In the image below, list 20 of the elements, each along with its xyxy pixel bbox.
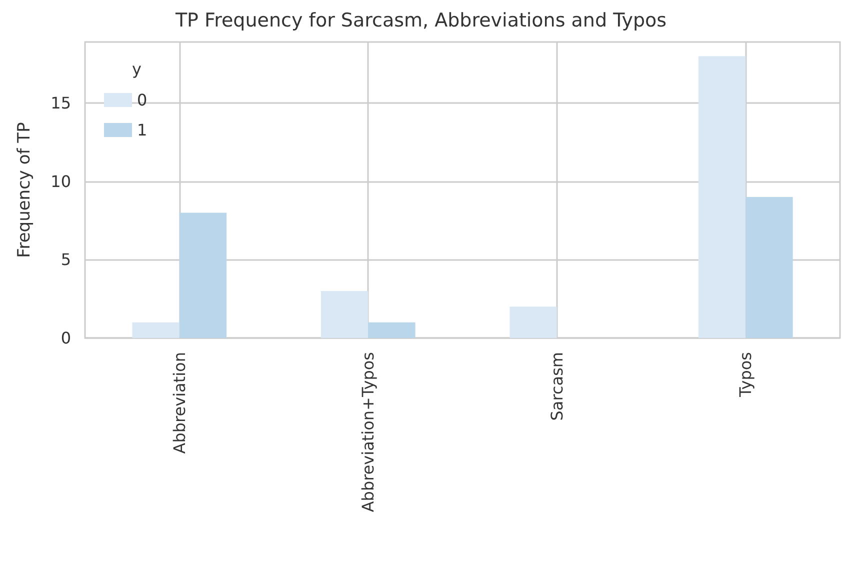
bar <box>368 322 416 338</box>
y-tick-label: 10 <box>50 172 71 191</box>
y-tick-label: 0 <box>60 328 71 348</box>
bar <box>510 306 557 338</box>
y-tick-label: 5 <box>60 250 71 270</box>
bar <box>179 212 227 338</box>
y-axis-title: Frequency of TP <box>14 122 34 258</box>
x-tick-label: Abbreviation <box>170 352 189 454</box>
bar <box>746 197 793 338</box>
chart-title: TP Frequency for Sarcasm, Abbreviations and Typos <box>174 10 667 32</box>
x-tick-label: Sarcasm <box>547 352 566 421</box>
bar <box>698 56 746 338</box>
x-tick-label: Abbreviation+Typos <box>358 352 378 512</box>
legend-title: y <box>132 60 142 78</box>
bar <box>132 322 180 338</box>
legend-label: 1 <box>137 120 148 140</box>
y-tick-label: 15 <box>50 94 71 113</box>
x-tick-label: Typos <box>736 352 756 398</box>
legend-label: 0 <box>137 90 148 110</box>
bar <box>320 291 368 338</box>
